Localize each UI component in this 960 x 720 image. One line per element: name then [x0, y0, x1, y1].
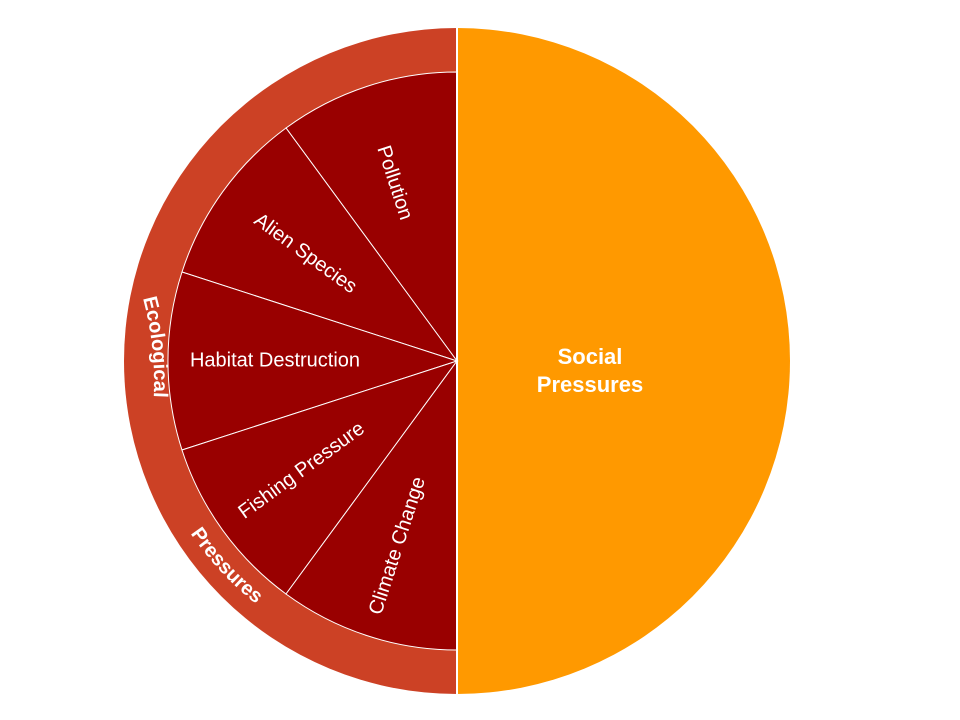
social-pressures-half: [457, 28, 790, 694]
social-label-line2: Pressures: [537, 372, 643, 397]
sector-fishing-pressure: [181, 360, 459, 595]
social-label-line1: Social: [558, 344, 623, 369]
sector-climate-change: [285, 359, 458, 651]
sector-habitat-destruction: [167, 271, 459, 451]
sector-pollution: [285, 71, 458, 363]
sector-label-habitat-destruction: Habitat Destruction: [190, 349, 360, 371]
sector-alien-species: [181, 127, 459, 362]
